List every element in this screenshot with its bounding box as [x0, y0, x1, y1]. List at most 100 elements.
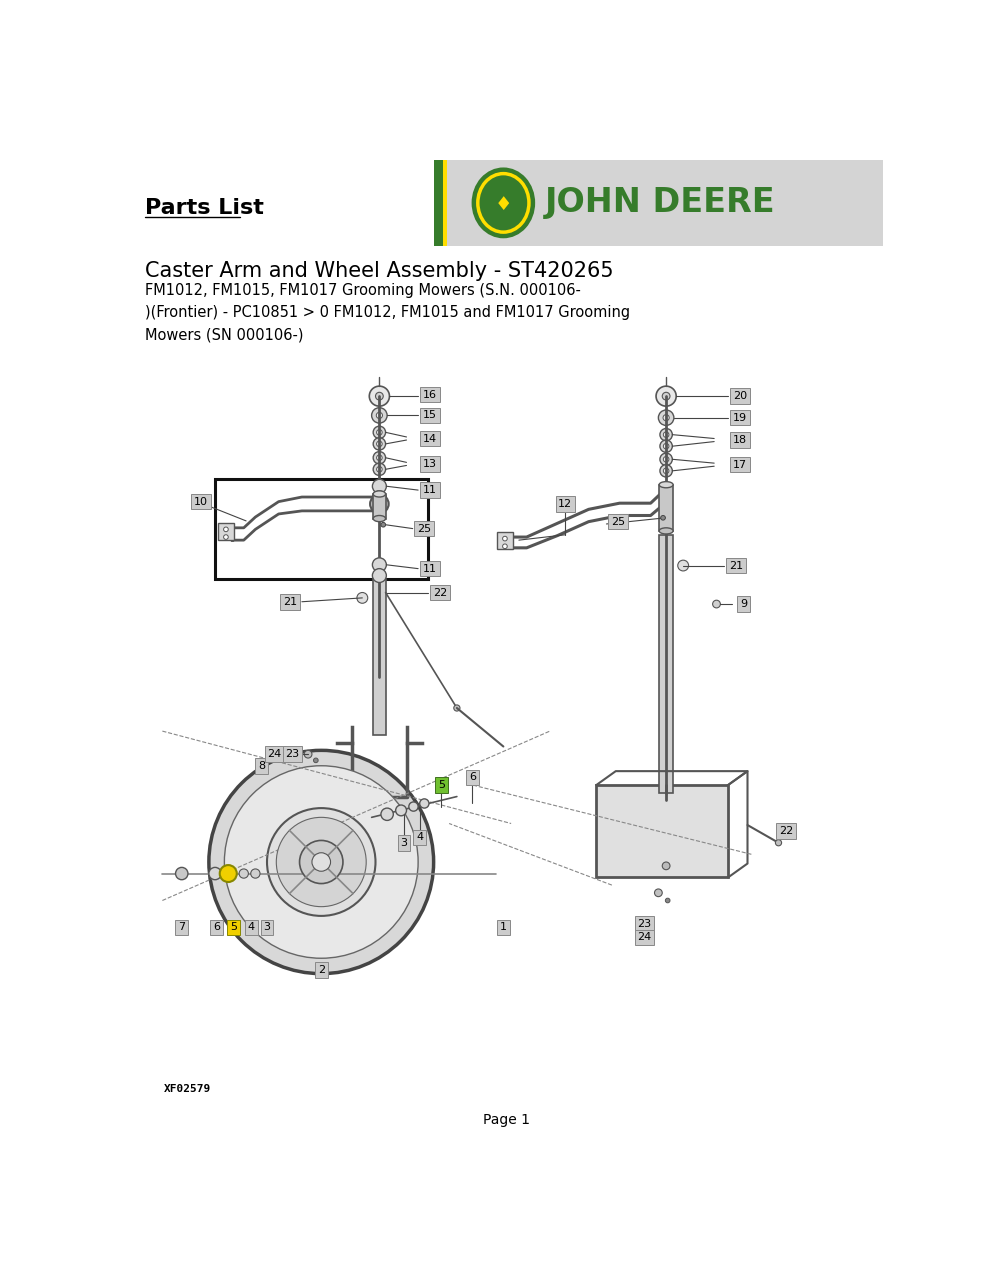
Text: JOHN DEERE: JOHN DEERE [545, 187, 775, 219]
Circle shape [276, 818, 366, 906]
Text: FM1012, FM1015, FM1017 Grooming Mowers (S.N. 000106-
)(Frontier) - PC10851 > 0 F: FM1012, FM1015, FM1017 Grooming Mowers (… [145, 283, 630, 342]
Circle shape [239, 869, 248, 878]
Circle shape [305, 750, 312, 758]
Circle shape [377, 442, 382, 447]
Text: 6: 6 [469, 772, 476, 782]
Circle shape [664, 457, 669, 462]
Bar [215, 479, 428, 579]
Text: Y: Y [494, 189, 512, 216]
Text: 21: 21 [729, 561, 743, 571]
Circle shape [377, 466, 382, 472]
Circle shape [209, 868, 222, 879]
Circle shape [376, 412, 383, 419]
Circle shape [377, 430, 382, 435]
Bar [443, 160, 447, 246]
Circle shape [373, 426, 386, 439]
Text: 11: 11 [422, 563, 437, 573]
Circle shape [225, 765, 418, 959]
Bar [659, 485, 674, 531]
Circle shape [372, 408, 387, 424]
Text: 25: 25 [611, 517, 625, 526]
Text: 5: 5 [438, 780, 445, 790]
Text: 17: 17 [733, 460, 747, 470]
Text: 7: 7 [178, 923, 185, 932]
Ellipse shape [373, 516, 386, 522]
Ellipse shape [472, 168, 535, 238]
Bar [497, 532, 512, 549]
Circle shape [312, 852, 330, 872]
Circle shape [661, 516, 666, 520]
Text: Parts List: Parts List [145, 197, 264, 218]
Circle shape [220, 865, 236, 882]
Text: 11: 11 [422, 485, 437, 495]
Text: 3: 3 [263, 923, 271, 932]
Text: 2: 2 [317, 965, 324, 975]
Text: 15: 15 [422, 411, 437, 420]
Text: 4: 4 [248, 923, 255, 932]
Text: 14: 14 [422, 434, 437, 443]
Text: 19: 19 [733, 412, 747, 422]
Text: Page 1: Page 1 [483, 1112, 530, 1126]
Circle shape [677, 561, 688, 571]
Text: 6: 6 [213, 923, 221, 932]
Circle shape [666, 899, 670, 902]
Text: 1: 1 [499, 923, 507, 932]
Circle shape [251, 869, 260, 878]
Text: 9: 9 [740, 599, 747, 609]
Circle shape [357, 593, 368, 603]
Text: 8: 8 [258, 760, 265, 771]
Text: 24: 24 [637, 932, 652, 942]
Circle shape [664, 443, 669, 449]
Circle shape [660, 465, 673, 477]
Text: 21: 21 [283, 596, 298, 607]
Circle shape [314, 758, 318, 763]
Text: 23: 23 [286, 749, 300, 759]
Text: 25: 25 [417, 524, 431, 534]
Circle shape [656, 387, 676, 406]
Circle shape [373, 558, 387, 572]
Circle shape [369, 387, 390, 406]
Circle shape [502, 544, 507, 549]
Bar [219, 524, 233, 540]
Circle shape [376, 392, 384, 399]
Circle shape [713, 600, 720, 608]
Circle shape [373, 463, 386, 475]
Circle shape [224, 535, 228, 539]
Text: 3: 3 [401, 837, 407, 847]
Circle shape [408, 803, 418, 812]
Circle shape [660, 440, 673, 452]
Text: 18: 18 [733, 435, 747, 445]
Text: 22: 22 [779, 826, 793, 836]
Bar [596, 785, 728, 877]
Circle shape [373, 490, 387, 504]
Circle shape [373, 452, 386, 463]
Bar [659, 535, 674, 792]
Bar [373, 579, 386, 735]
Circle shape [381, 808, 394, 820]
Circle shape [664, 431, 669, 438]
Circle shape [660, 429, 673, 440]
Bar [433, 160, 446, 246]
Circle shape [419, 799, 429, 808]
Text: 10: 10 [194, 497, 208, 507]
Circle shape [373, 438, 386, 451]
Circle shape [300, 841, 343, 883]
Circle shape [381, 522, 386, 527]
Circle shape [502, 536, 507, 541]
Circle shape [209, 750, 433, 974]
Text: 23: 23 [637, 919, 652, 928]
Text: 22: 22 [433, 588, 447, 598]
Text: 12: 12 [559, 499, 573, 509]
Circle shape [267, 808, 376, 916]
Circle shape [377, 454, 382, 461]
Circle shape [454, 705, 460, 712]
Circle shape [373, 568, 387, 582]
Circle shape [660, 453, 673, 466]
Circle shape [775, 840, 781, 846]
Ellipse shape [659, 481, 674, 488]
Circle shape [373, 479, 387, 493]
Circle shape [396, 805, 406, 815]
Circle shape [663, 392, 670, 399]
Bar [373, 494, 386, 518]
Text: 4: 4 [416, 832, 423, 842]
